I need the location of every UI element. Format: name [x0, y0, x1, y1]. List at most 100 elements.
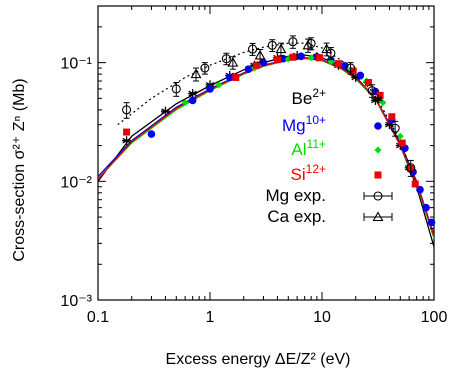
- data-point: [225, 73, 234, 82]
- open-circle-marker: [406, 163, 416, 173]
- legend-symbol: [373, 191, 383, 201]
- legend-symbol: [372, 211, 384, 222]
- data-point: [273, 56, 281, 64]
- data-point: [279, 54, 287, 63]
- data-point: [259, 58, 268, 67]
- data-point: [190, 68, 202, 79]
- y-axis-label: Cross-section σ²⁺ Zⁿ (Mb): [11, 78, 28, 261]
- legend: Be2+Mg10+Al11+Si12+Mg exp.Ca exp.: [266, 86, 393, 226]
- legend-symbol: [374, 146, 382, 154]
- square-marker: [398, 139, 406, 147]
- diamond-marker: [215, 81, 223, 89]
- series-curve: [98, 57, 434, 236]
- data-point: [244, 65, 253, 74]
- data-point: [248, 44, 258, 54]
- circle-marker: [279, 54, 287, 63]
- legend-label-superscript: 10+: [306, 113, 326, 127]
- circle-marker: [147, 130, 156, 138]
- square-marker: [334, 60, 342, 68]
- square-marker: [123, 128, 131, 136]
- circle-marker: [244, 65, 253, 74]
- data-point: [171, 84, 181, 94]
- data-point: [206, 85, 214, 93]
- series-curve: [98, 57, 434, 238]
- legend-label-base: Mg exp.: [266, 186, 326, 205]
- circle-marker: [427, 218, 436, 227]
- diamond-marker: [374, 146, 382, 154]
- square-marker: [316, 54, 324, 62]
- data-point: [122, 105, 132, 115]
- diamond-marker: [181, 99, 189, 107]
- open-circle-marker: [367, 86, 377, 96]
- series-curve: [98, 58, 434, 239]
- open-triangle-marker: [275, 43, 287, 54]
- data-point: [188, 96, 197, 105]
- data-point: [302, 39, 314, 50]
- series-curve: [98, 54, 434, 248]
- data-point: [376, 91, 384, 99]
- square-marker: [289, 53, 297, 61]
- plot-frame: [97, 5, 435, 301]
- y-tick-label: 10⁻³: [60, 293, 92, 310]
- data-point: [416, 185, 424, 194]
- open-triangle-marker: [254, 49, 266, 60]
- open-circle-marker: [171, 84, 181, 94]
- square-marker: [364, 79, 372, 87]
- open-triangle-marker: [302, 39, 314, 50]
- y-tick-label: 10⁻¹: [60, 56, 92, 73]
- data-point: [288, 37, 298, 47]
- circle-marker: [374, 122, 382, 130]
- data-point: [252, 61, 260, 69]
- series-points: [122, 35, 436, 227]
- data-point: [221, 54, 231, 64]
- data-point: [388, 113, 396, 121]
- data-point: [232, 73, 240, 81]
- open-triangle-marker: [372, 211, 384, 222]
- legend-label-superscript: 12+: [306, 162, 326, 176]
- square-marker: [411, 180, 419, 188]
- series-curves: [98, 42, 434, 248]
- data-point: [267, 40, 277, 50]
- data-point: [122, 136, 132, 146]
- open-circle-marker: [248, 44, 258, 54]
- legend-label: Ca exp.: [267, 207, 326, 226]
- data-point: [275, 43, 287, 54]
- data-point: [321, 43, 333, 54]
- legend-symbol: [373, 94, 383, 104]
- legend-label-base: Al: [291, 140, 306, 159]
- legend-label: Be2+: [292, 86, 326, 108]
- data-point: [411, 180, 419, 188]
- data-point: [367, 86, 377, 96]
- circle-marker: [225, 73, 234, 82]
- data-point: [356, 71, 365, 80]
- open-circle-marker: [288, 37, 298, 47]
- open-circle-marker: [267, 40, 277, 50]
- square-marker: [273, 56, 281, 64]
- data-point: [289, 53, 297, 61]
- open-circle-marker: [346, 63, 356, 73]
- legend-label: Mg exp.: [266, 186, 326, 205]
- data-point: [390, 123, 400, 133]
- data-point: [427, 218, 436, 227]
- data-point: [188, 88, 198, 98]
- open-circle-marker: [390, 123, 400, 133]
- square-marker: [376, 91, 384, 99]
- circle-marker: [188, 96, 197, 105]
- legend-label: Si12+: [291, 162, 326, 184]
- data-point: [297, 52, 305, 61]
- data-point: [160, 106, 170, 116]
- legend-label-base: Ca exp.: [267, 207, 326, 226]
- data-point: [316, 54, 324, 62]
- legend-label: Mg10+: [282, 113, 326, 135]
- diamond-marker: [396, 132, 404, 140]
- x-tick-label: 0.1: [87, 309, 109, 326]
- circle-marker: [297, 52, 305, 61]
- circle-marker: [422, 203, 430, 212]
- axis-ticks: 0.1 1 10 100 10⁻³ 10⁻² 10⁻¹: [60, 6, 447, 326]
- square-marker: [374, 171, 382, 179]
- legend-label-base: Mg: [282, 116, 306, 135]
- data-point: [254, 49, 266, 60]
- open-triangle-marker: [321, 43, 333, 54]
- legend-symbol: [374, 122, 382, 130]
- circle-marker: [356, 71, 365, 80]
